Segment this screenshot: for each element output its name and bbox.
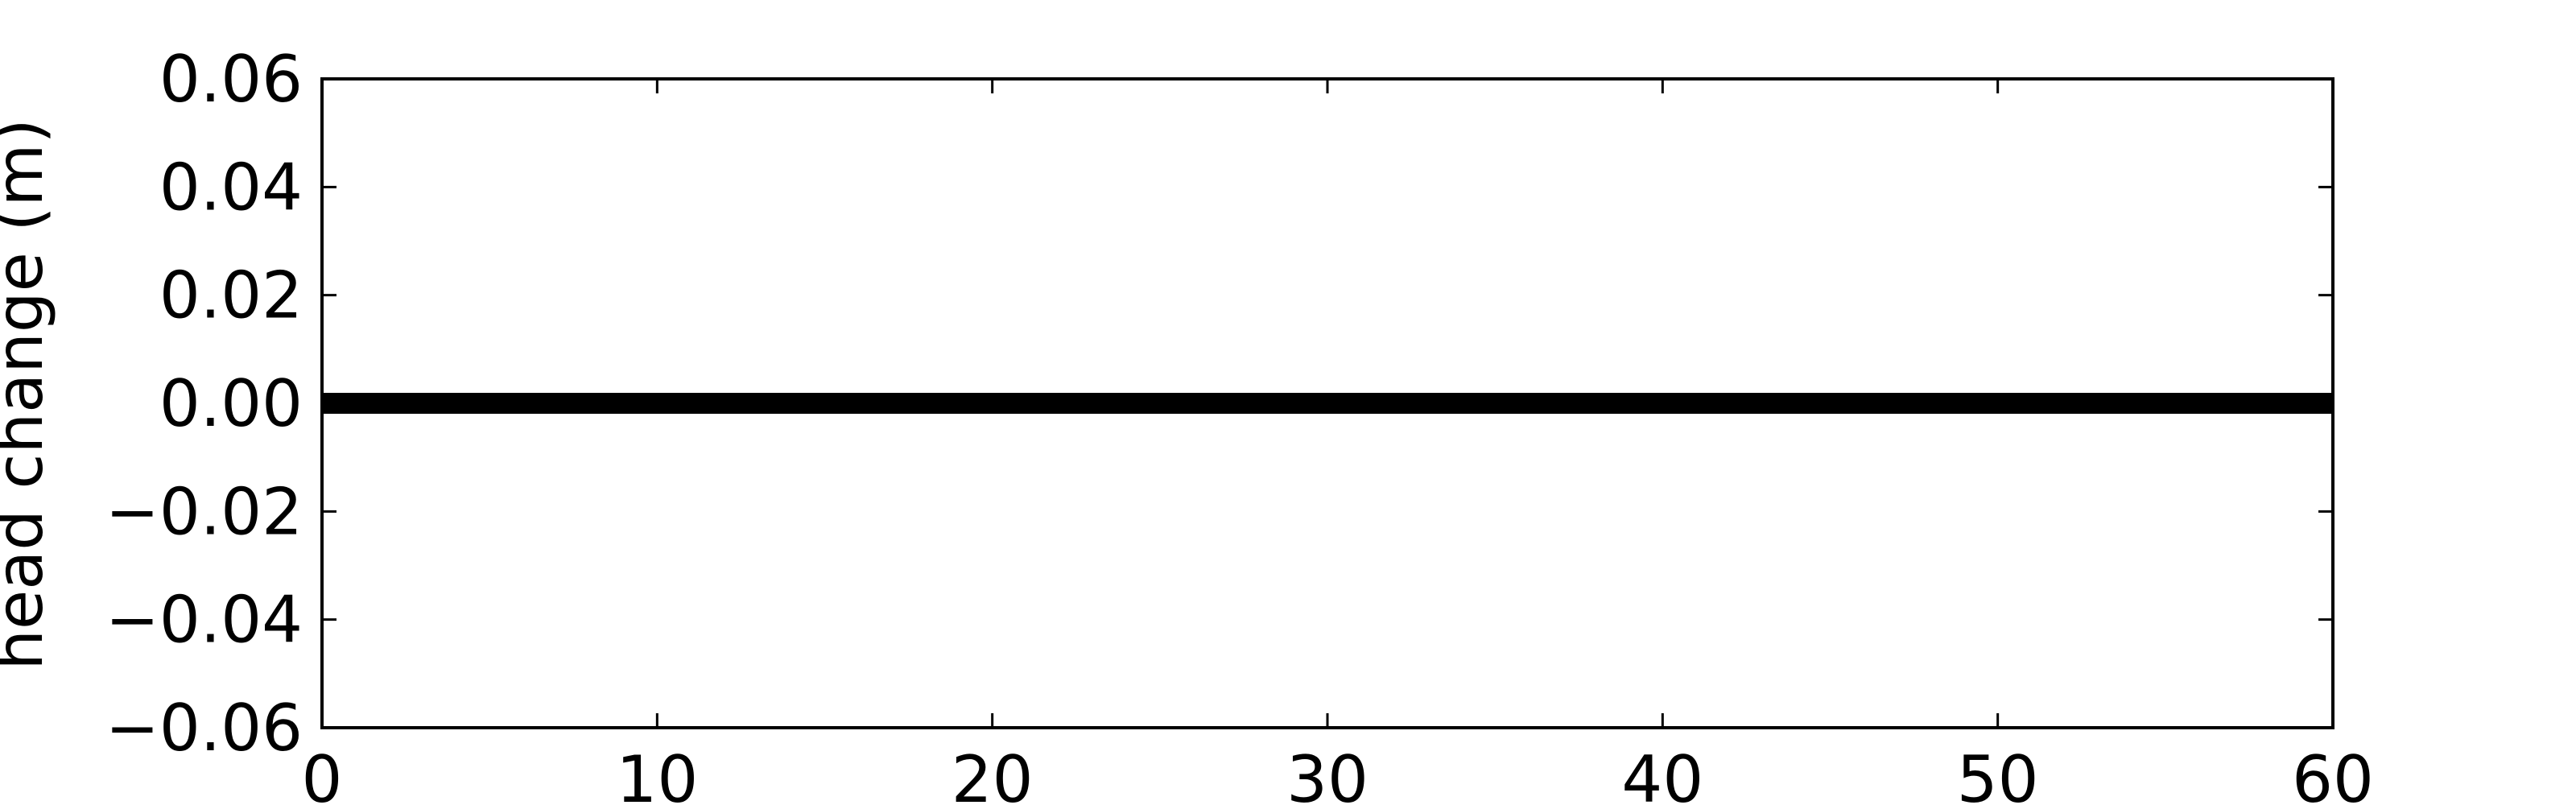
y-tick-label: −0.04 xyxy=(105,583,303,658)
x-tick-label: 20 xyxy=(952,742,1034,805)
x-tick-label: 10 xyxy=(616,742,698,805)
y-tick-label: 0.04 xyxy=(159,150,303,225)
y-tick-label: −0.02 xyxy=(105,474,303,549)
x-tick-label: 60 xyxy=(2292,742,2374,805)
x-axis: 0 10 20 30 40 50 60 xyxy=(302,79,2374,805)
y-axis: −0.06 −0.04 −0.02 0.00 0.02 0.04 0.06 xyxy=(105,42,2333,766)
x-tick-label: 0 xyxy=(302,742,343,805)
y-axis-label: head change (m) xyxy=(0,118,57,670)
y-tick-label: −0.06 xyxy=(105,691,303,766)
y-tick-label: 0.06 xyxy=(159,42,303,117)
plot-area xyxy=(320,77,2334,729)
x-tick-label: 30 xyxy=(1286,742,1368,805)
y-tick-label: 0.00 xyxy=(159,366,303,441)
x-tick-label: 50 xyxy=(1957,742,2039,805)
y-tick-label: 0.02 xyxy=(159,258,303,333)
x-tick-label: 40 xyxy=(1621,742,1703,805)
